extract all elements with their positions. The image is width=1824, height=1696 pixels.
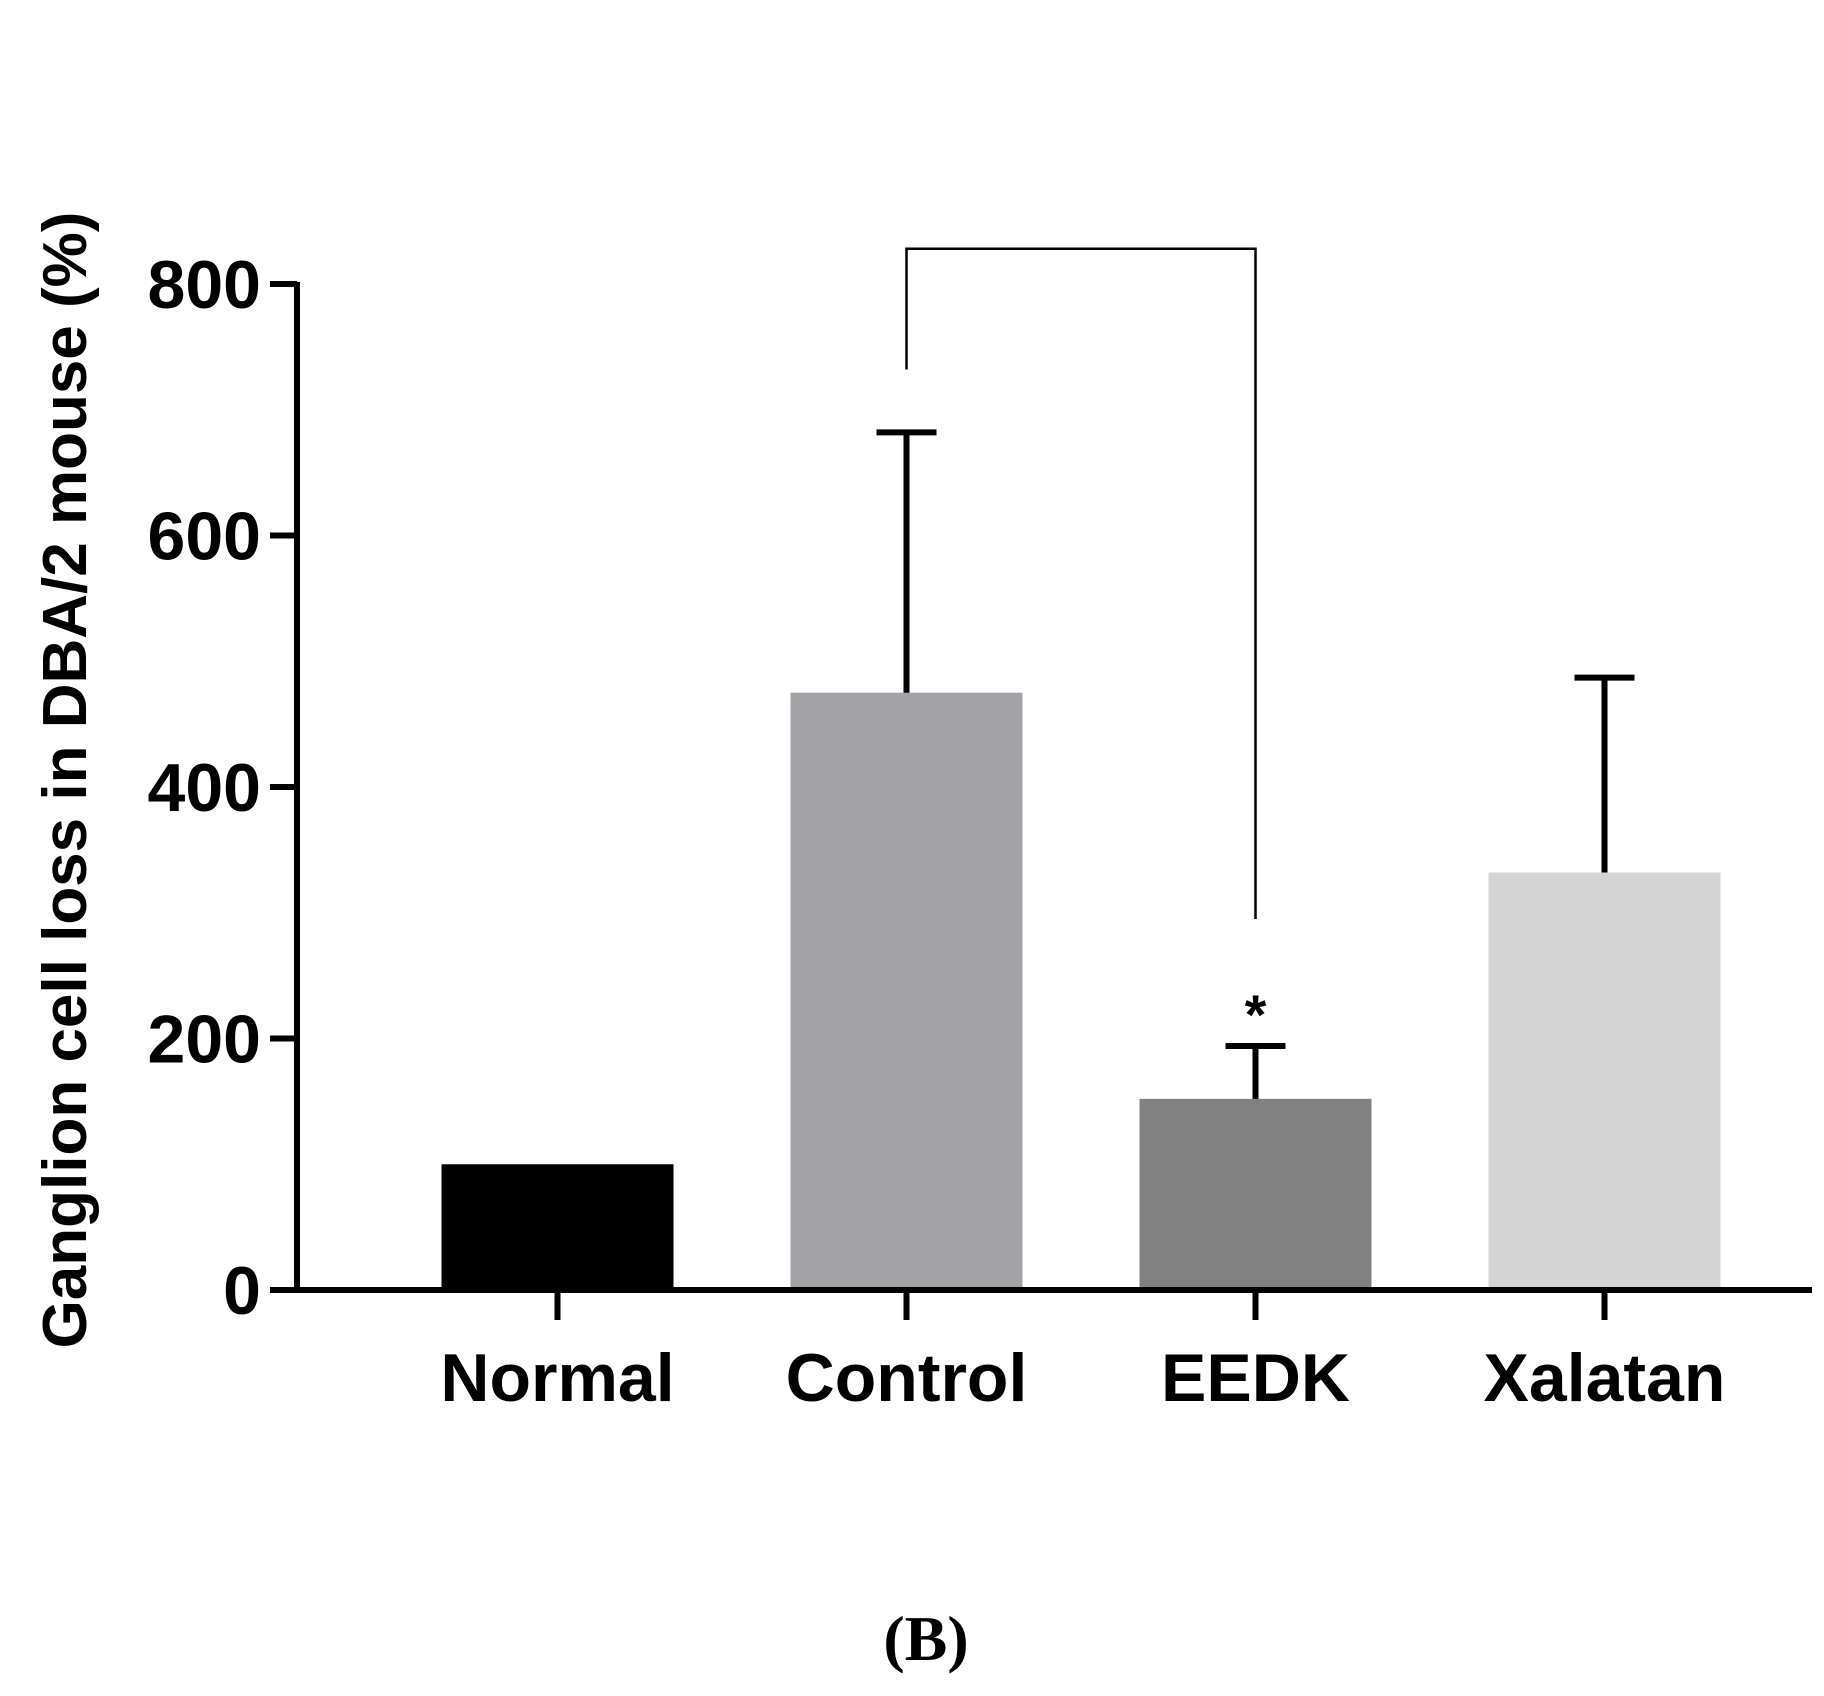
x-category-label: Control	[786, 1340, 1028, 1416]
x-category-label: Normal	[440, 1340, 674, 1416]
y-tick-label: 400	[148, 750, 261, 826]
chart-marks: 0 200 400 600 800 Normal Control EEDK Xalatan *	[148, 247, 1812, 1416]
bar-xalatan	[1488, 872, 1721, 1290]
y-tick-label: 0	[223, 1253, 261, 1329]
y-tick-label: 800	[148, 247, 261, 323]
y-axis-title: Ganglion cell loss in DBA/2 mouse (%)	[31, 212, 100, 1349]
x-category-label: EEDK	[1161, 1340, 1350, 1416]
bar-normal	[441, 1164, 674, 1290]
significance-asterisk: *	[1245, 983, 1267, 1046]
y-tick-label: 600	[148, 499, 261, 575]
y-tick-label: 200	[148, 1002, 261, 1078]
panel-label: (B)	[883, 1603, 968, 1674]
bar-eedk	[1139, 1098, 1372, 1290]
bar-control	[790, 692, 1023, 1290]
x-category-label: Xalatan	[1484, 1340, 1726, 1416]
significance-bracket	[905, 247, 1257, 920]
